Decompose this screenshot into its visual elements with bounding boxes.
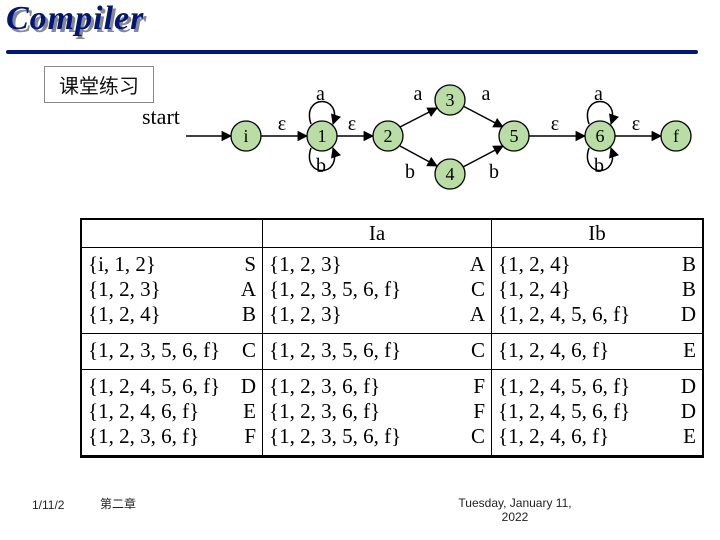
svg-text:ε: ε (278, 113, 286, 135)
svg-text:a: a (316, 83, 325, 105)
svg-text:ε: ε (632, 113, 640, 135)
svg-text:b: b (405, 161, 415, 183)
svg-text:f: f (673, 126, 679, 146)
footer-left-date: 1/11/2 (32, 498, 64, 512)
svg-text:i: i (243, 126, 248, 146)
nfa-diagram: εεaabbεεababi123456f (0, 0, 720, 210)
footer-right-date: Tuesday, January 11, 2022 (430, 496, 600, 524)
svg-text:ε: ε (551, 113, 559, 135)
footer-chapter: 第二章 (100, 495, 136, 512)
svg-text:a: a (594, 83, 603, 105)
svg-text:a: a (414, 83, 423, 105)
svg-text:ε: ε (348, 113, 356, 135)
svg-text:1: 1 (318, 126, 327, 146)
footer-right-date-2: 2022 (430, 510, 600, 524)
svg-text:a: a (482, 83, 491, 105)
transition-table: IaIb{i, 1, 2}S{1, 2, 3}A{1, 2, 4}B{1, 2,… (80, 218, 704, 458)
svg-text:5: 5 (510, 126, 519, 146)
svg-text:6: 6 (596, 126, 605, 146)
svg-text:3: 3 (446, 90, 455, 110)
svg-text:b: b (594, 155, 604, 177)
svg-text:4: 4 (446, 164, 455, 184)
svg-text:b: b (316, 155, 326, 177)
svg-text:2: 2 (384, 126, 393, 146)
footer-right-date-1: Tuesday, January 11, (430, 496, 600, 510)
svg-text:b: b (489, 161, 499, 183)
